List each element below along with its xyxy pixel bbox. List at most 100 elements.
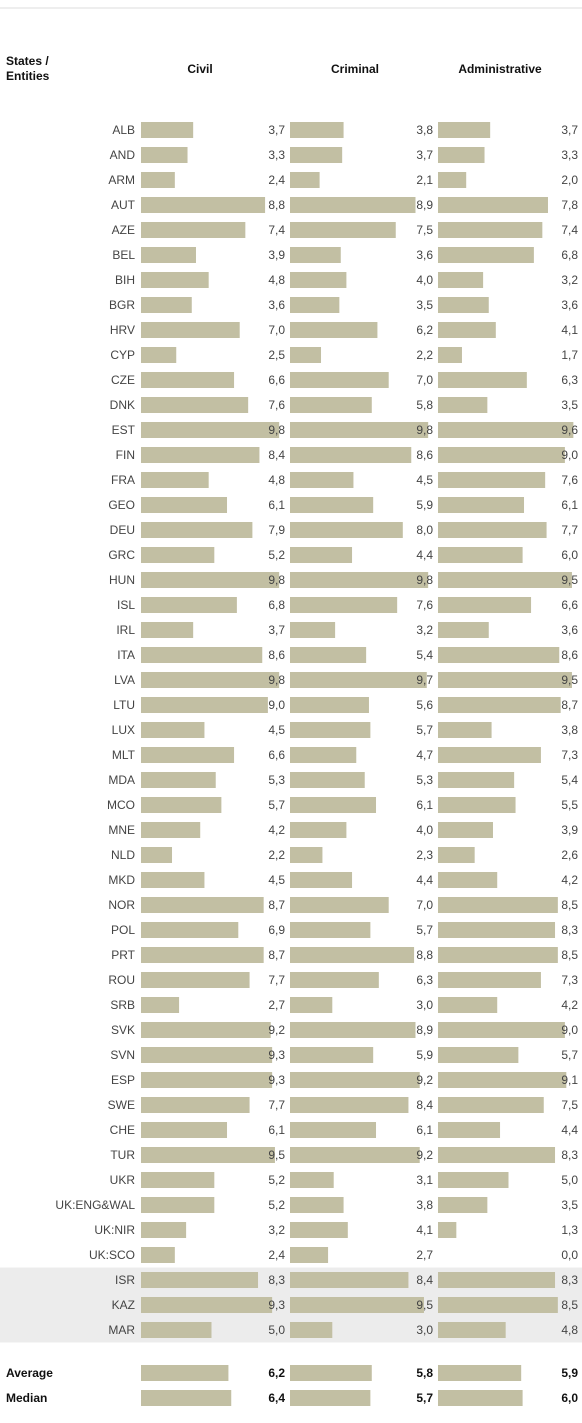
bar — [438, 947, 558, 963]
value-label: 1,7 — [561, 348, 578, 362]
bar — [290, 322, 378, 338]
bar — [438, 697, 561, 713]
value-label: 2,7 — [268, 998, 285, 1012]
value-label: 5,2 — [268, 1198, 285, 1212]
bar — [290, 847, 323, 863]
bar — [438, 547, 523, 563]
value-label: 3,8 — [416, 123, 433, 137]
bar — [141, 647, 263, 663]
bar — [438, 522, 547, 538]
bar — [141, 997, 180, 1013]
bar — [141, 247, 196, 263]
bar — [290, 522, 403, 538]
value-label: 5,9 — [416, 498, 433, 512]
value-label: 2,7 — [416, 1248, 433, 1262]
bar — [141, 1297, 273, 1313]
value-label: 8,7 — [268, 898, 285, 912]
bar — [290, 1172, 334, 1188]
value-label: 6,1 — [268, 498, 285, 512]
category-label: AUT — [111, 198, 136, 212]
bar — [290, 897, 389, 913]
value-label: 2,2 — [268, 848, 285, 862]
value-label: 7,5 — [416, 223, 433, 237]
value-label: 5,7 — [416, 923, 433, 937]
value-label: 8,5 — [561, 948, 578, 962]
bar — [438, 847, 475, 863]
bar — [141, 1390, 232, 1406]
value-label: 3,7 — [268, 123, 285, 137]
value-label: 5,8 — [416, 1366, 433, 1380]
value-label: 2,4 — [268, 173, 285, 187]
value-label: 8,4 — [268, 448, 285, 462]
bar — [141, 597, 237, 613]
bar — [438, 647, 560, 663]
value-label: 3,5 — [561, 1198, 578, 1212]
bar — [438, 247, 534, 263]
category-label: CZE — [111, 373, 135, 387]
header: States / Entities — [6, 54, 50, 83]
category-label: MKD — [108, 873, 135, 887]
value-label: 4,5 — [416, 473, 433, 487]
bar — [141, 747, 235, 763]
bar — [141, 1272, 259, 1288]
bar — [141, 297, 192, 313]
bar — [438, 1072, 567, 1088]
category-label: MNE — [108, 823, 135, 837]
category-label: ITA — [117, 648, 135, 662]
bar — [141, 547, 215, 563]
bar — [141, 772, 216, 788]
bar — [290, 272, 347, 288]
value-label: 5,2 — [268, 548, 285, 562]
category-label: BIH — [115, 273, 135, 287]
bar — [141, 122, 194, 138]
bar — [141, 172, 175, 188]
value-label: 9,2 — [416, 1073, 433, 1087]
value-label: 3,6 — [268, 298, 285, 312]
value-label: 6,1 — [268, 1123, 285, 1137]
value-label: 5,4 — [561, 773, 578, 787]
value-label: 4,0 — [416, 823, 433, 837]
bar — [290, 672, 427, 688]
value-label: 2,5 — [268, 348, 285, 362]
value-label: 3,3 — [561, 148, 578, 162]
value-label: 8,7 — [561, 698, 578, 712]
category-label: HUN — [109, 573, 135, 587]
bar — [290, 497, 374, 513]
value-label: 5,2 — [268, 1173, 285, 1187]
value-label: 2,0 — [561, 173, 578, 187]
bar — [290, 472, 354, 488]
value-label: 5,7 — [561, 1048, 578, 1062]
bar — [141, 972, 250, 988]
bar — [290, 1297, 424, 1313]
value-label: 9,8 — [268, 573, 285, 587]
value-label: 4,2 — [561, 998, 578, 1012]
value-label: 3,8 — [416, 1198, 433, 1212]
bar — [438, 1322, 506, 1338]
bar — [438, 1297, 558, 1313]
bar — [290, 972, 379, 988]
bar — [290, 1365, 372, 1381]
value-label: 6,1 — [416, 798, 433, 812]
value-label: 3,7 — [561, 123, 578, 137]
bar — [438, 172, 467, 188]
category-label: NLD — [111, 848, 135, 862]
bar — [290, 447, 412, 463]
category-label: ALB — [112, 123, 135, 137]
value-label: 7,4 — [561, 223, 578, 237]
bar — [290, 647, 367, 663]
value-label: 7,3 — [561, 973, 578, 987]
category-label: IRL — [116, 623, 135, 637]
bar — [290, 1272, 409, 1288]
value-label: 8,3 — [561, 1273, 578, 1287]
value-label: 4,7 — [416, 748, 433, 762]
value-label: 7,9 — [268, 523, 285, 537]
value-label: 9,2 — [416, 1148, 433, 1162]
category-label: HRV — [110, 323, 135, 337]
category-label: FIN — [116, 448, 135, 462]
bar — [290, 947, 415, 963]
bar — [438, 1047, 519, 1063]
value-label: 8,3 — [268, 1273, 285, 1287]
value-label: 5,9 — [416, 1048, 433, 1062]
value-label: 4,1 — [416, 1223, 433, 1237]
value-label: 4,4 — [561, 1123, 578, 1137]
